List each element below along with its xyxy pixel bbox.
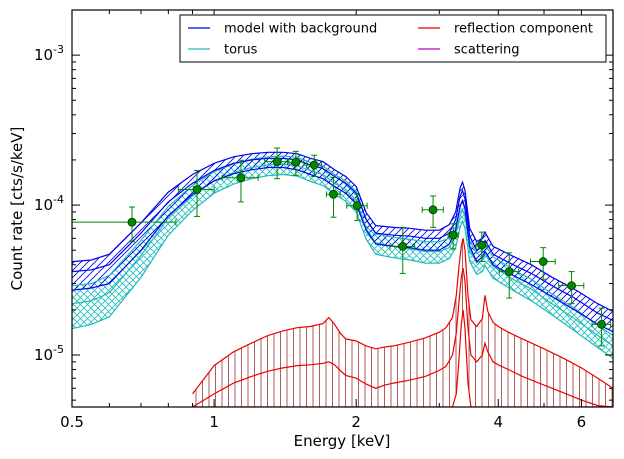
data-point [447, 223, 459, 250]
x-tick-label: 1 [209, 413, 219, 431]
legend-item-model-with-background: model with background [188, 22, 377, 37]
data-marker [428, 205, 438, 215]
model-with-background-lower-line [72, 166, 613, 333]
y-tick-label: 10-4 [34, 193, 64, 214]
data-marker [309, 160, 319, 170]
plot-frame [71, 9, 614, 408]
x-tick-label: 2 [351, 413, 361, 431]
data-point [221, 159, 259, 203]
model-with-background-upper-line [72, 151, 613, 313]
data-point [286, 150, 305, 176]
y-tick-label: 10-3 [34, 43, 64, 64]
data-marker [127, 217, 137, 227]
torus-band [72, 156, 613, 359]
data-point [529, 247, 556, 280]
torus-line [72, 163, 613, 347]
data-point [346, 193, 368, 221]
data-marker [272, 157, 282, 166]
x-tick-label: 6 [577, 413, 587, 431]
model-with-background-line [72, 157, 613, 322]
data-point [177, 170, 215, 217]
data-point [558, 271, 585, 305]
data-point [389, 226, 416, 274]
reflection-component-upper-line [192, 238, 613, 395]
data-marker [448, 230, 458, 240]
data-marker [398, 242, 408, 251]
data-point [306, 154, 323, 178]
axis-ticks: 0.5 1 2 4 6 10-5 10-4 10-3 [34, 9, 614, 431]
data-points [72, 147, 612, 347]
data-point [421, 195, 444, 228]
reflection-component-line [192, 267, 613, 407]
legend-label: torus [224, 43, 258, 58]
legend-label: scattering [454, 43, 520, 58]
data-marker [597, 319, 606, 329]
legend-label: reflection component [454, 22, 593, 37]
y-tick-label: 10-5 [34, 343, 64, 364]
data-marker [477, 240, 487, 250]
legend-label: model with background [224, 22, 377, 37]
torus-upper-line [72, 155, 613, 336]
legend-box [179, 14, 607, 63]
data-point [591, 307, 612, 347]
x-axis-label: Energy [keV] [294, 432, 391, 450]
data-marker [504, 267, 514, 276]
y-axis-label: Count rate [cts/s/keV] [8, 127, 26, 291]
data-marker [291, 157, 301, 167]
data-marker [329, 189, 338, 199]
data-marker [352, 201, 362, 211]
legend: model with background torus reflection com… [179, 14, 607, 63]
legend-item-reflection-component: reflection component [418, 22, 593, 37]
data-marker [567, 281, 577, 291]
data-point [72, 206, 177, 243]
data-point [264, 147, 290, 180]
data-point [475, 231, 488, 263]
legend-item-torus: torus [188, 43, 258, 58]
model-lines [72, 151, 613, 407]
data-marker [192, 185, 202, 194]
data-point [498, 252, 520, 299]
data-marker [538, 257, 548, 266]
reflection-component-band [192, 238, 613, 407]
data-point [325, 176, 341, 218]
data-marker [236, 173, 246, 183]
x-tick-label: 0.5 [60, 413, 84, 431]
x-tick-label: 4 [494, 413, 504, 431]
legend-item-scattering: scattering [418, 43, 520, 58]
torus-lower-line [72, 173, 613, 359]
